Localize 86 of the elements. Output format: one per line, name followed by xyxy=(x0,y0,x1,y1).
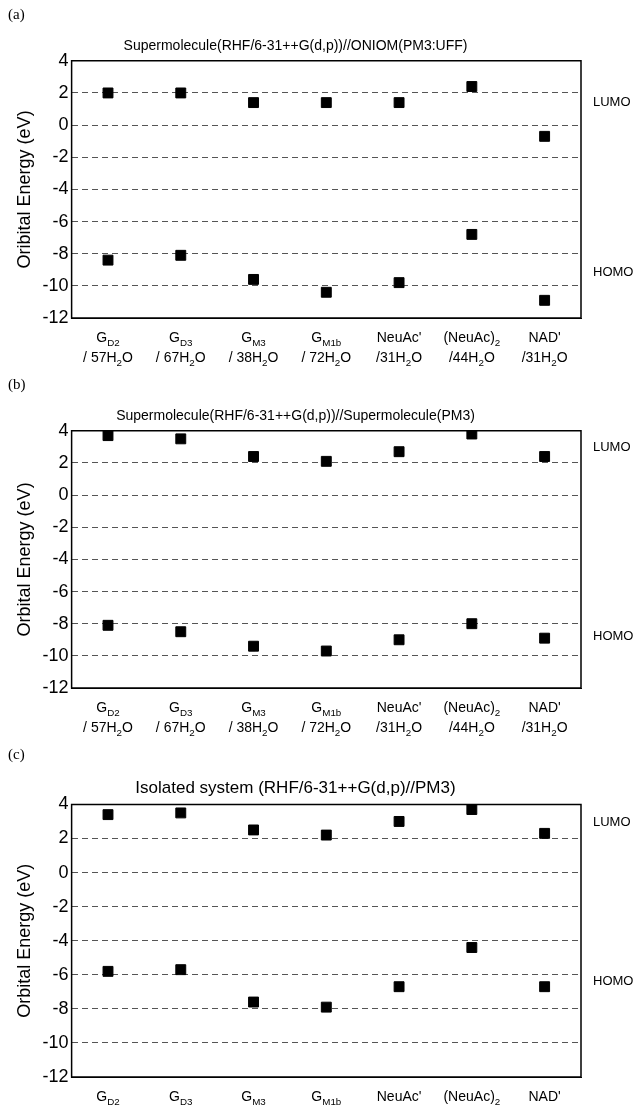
point xyxy=(320,455,332,467)
point xyxy=(175,249,187,261)
y-tick-label: 2 xyxy=(58,81,69,102)
point xyxy=(248,640,259,652)
point xyxy=(175,626,187,638)
point xyxy=(102,87,114,99)
point xyxy=(466,942,478,953)
point xyxy=(102,430,114,442)
point xyxy=(248,97,259,109)
y-tick-label: -6 xyxy=(52,210,69,231)
point xyxy=(393,981,405,993)
y-tick-label: -12 xyxy=(42,1065,69,1086)
y-tick-label: -12 xyxy=(42,676,69,697)
text: LUMO xyxy=(593,93,631,109)
point xyxy=(175,807,187,819)
y-tick-label: 4 xyxy=(58,49,69,70)
point xyxy=(393,815,405,827)
y-tick-label: -4 xyxy=(52,548,69,569)
text: HOMO xyxy=(593,973,634,989)
chart-title: Supermolecule(RHF/6-31++G(d,p))//ONIOM(PM3:UFF) xyxy=(123,37,468,54)
point xyxy=(248,273,259,285)
y-tick-label: -8 xyxy=(52,612,69,633)
point xyxy=(102,965,114,977)
chart-title: Isolated system (RHF/6-31++G(d,p)//PM3) xyxy=(135,777,456,797)
y-axis-title: Orbital Energy (eV) xyxy=(13,863,34,1018)
text: (b) xyxy=(8,376,26,394)
y-tick-label: 2 xyxy=(58,451,69,472)
text: HOMO xyxy=(593,263,634,279)
y-tick-label: 0 xyxy=(58,114,69,135)
point xyxy=(175,433,187,445)
y-tick-label: 4 xyxy=(58,793,69,814)
y-axis-title: Oribital Energy (eV) xyxy=(13,110,34,269)
point xyxy=(539,130,551,142)
point xyxy=(320,286,332,298)
x-tick-label: NeuAc' xyxy=(376,1088,422,1104)
point xyxy=(393,277,405,289)
point xyxy=(539,294,551,306)
y-tick-label: -12 xyxy=(42,306,69,327)
point xyxy=(393,634,405,646)
y-tick-label: -6 xyxy=(52,580,69,601)
point xyxy=(393,97,405,109)
point xyxy=(320,645,332,657)
point xyxy=(102,619,114,631)
y-tick-label: -4 xyxy=(52,178,69,199)
point xyxy=(102,809,114,821)
y-axis-title: Orbital Energy (eV) xyxy=(13,482,34,637)
text: (c) xyxy=(8,746,25,764)
y-tick-label: 0 xyxy=(58,484,69,505)
y-tick-label: 0 xyxy=(58,861,69,882)
point xyxy=(102,254,114,266)
y-tick-label: -2 xyxy=(52,146,69,167)
y-tick-label: -8 xyxy=(52,997,69,1018)
point xyxy=(248,824,259,836)
text: HOMO xyxy=(593,628,634,644)
point xyxy=(248,996,259,1008)
x-tick-label: NAD' xyxy=(528,1088,561,1104)
point xyxy=(539,632,551,644)
point xyxy=(320,97,332,109)
y-tick-label: -4 xyxy=(52,929,69,950)
point xyxy=(539,451,551,462)
y-tick-label: -10 xyxy=(42,644,69,665)
point xyxy=(466,804,478,815)
point xyxy=(248,451,259,462)
chart-title: Supermolecule(RHF/6-31++G(d,p))//Supermolecule(PM3) xyxy=(116,407,475,424)
y-tick-label: -2 xyxy=(52,516,69,537)
point xyxy=(539,981,551,993)
y-tick-label: -10 xyxy=(42,1031,69,1052)
text: (a) xyxy=(8,6,25,24)
y-tick-label: 2 xyxy=(58,827,69,848)
y-tick-label: -2 xyxy=(52,895,69,916)
point xyxy=(175,964,187,976)
point xyxy=(466,228,478,240)
text: LUMO xyxy=(593,813,631,829)
point xyxy=(466,618,478,630)
y-tick-label: 4 xyxy=(58,419,69,440)
y-tick-label: -6 xyxy=(52,963,69,984)
point xyxy=(320,1001,332,1013)
point xyxy=(466,430,478,440)
point xyxy=(393,446,405,458)
text: LUMO xyxy=(593,439,631,455)
point xyxy=(175,87,187,99)
y-tick-label: -10 xyxy=(42,274,69,295)
point xyxy=(320,829,332,841)
point xyxy=(539,827,551,839)
point xyxy=(466,81,478,92)
y-tick-label: -8 xyxy=(52,242,69,263)
